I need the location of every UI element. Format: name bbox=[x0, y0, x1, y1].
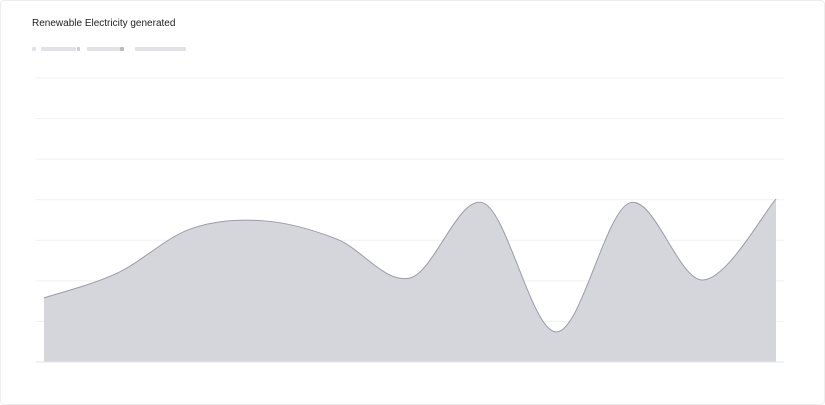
area-line bbox=[43, 198, 777, 333]
chart-title: Renewable Electricity generated bbox=[32, 18, 176, 29]
legend-skeleton bbox=[41, 47, 76, 51]
legend-skeleton bbox=[77, 47, 80, 51]
legend-skeleton bbox=[32, 47, 36, 51]
legend-skeleton bbox=[87, 47, 120, 51]
legend-skeleton bbox=[135, 47, 186, 51]
legend-skeleton bbox=[120, 47, 124, 51]
area bbox=[44, 198, 776, 362]
